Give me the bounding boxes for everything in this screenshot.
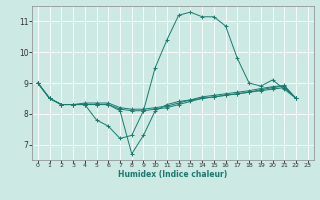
X-axis label: Humidex (Indice chaleur): Humidex (Indice chaleur) xyxy=(118,170,228,179)
